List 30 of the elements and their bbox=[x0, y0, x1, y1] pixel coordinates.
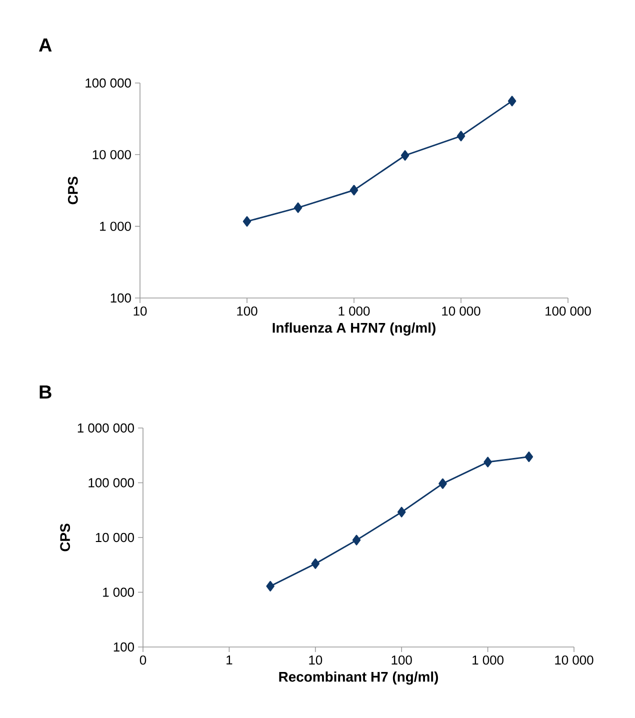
x-tick-label: 1 bbox=[226, 655, 232, 664]
y-axis-title: CPS bbox=[68, 176, 78, 204]
x-tick-label: 10 000 bbox=[442, 306, 480, 316]
y-tick-label: 100 000 bbox=[86, 78, 131, 88]
x-tick-label: 0 bbox=[140, 655, 146, 665]
chart-title: B bbox=[40, 385, 52, 398]
x-tick-label: 10 bbox=[309, 655, 322, 665]
x-axis-title: Influenza A H7N7 (ng/ml) bbox=[272, 322, 436, 336]
y-tick-label: 1 000 bbox=[103, 588, 134, 597]
x-tick-label: 10 000 bbox=[555, 655, 594, 665]
y-axis-title: CPS bbox=[60, 524, 70, 552]
x-tick-label: 1 000 bbox=[338, 306, 370, 316]
point bbox=[508, 96, 516, 106]
x-tick-label: 10 bbox=[134, 306, 147, 316]
y-tick-label: 1 000 bbox=[100, 222, 131, 231]
x-tick-label: 1 000 bbox=[472, 655, 504, 665]
y-tick-label: 100 bbox=[114, 642, 134, 652]
y-tick-label: 10 000 bbox=[96, 532, 134, 542]
x-axis-title: Recombinant H7 (ng/ml) bbox=[279, 672, 438, 685]
x-tick-label: 100 bbox=[237, 306, 258, 316]
y-tick-label: 100 bbox=[110, 293, 131, 303]
x-tick-label: 100 bbox=[392, 655, 412, 665]
x-tick-label: 100 000 bbox=[546, 306, 591, 316]
point bbox=[350, 184, 358, 196]
point bbox=[400, 150, 410, 161]
point bbox=[242, 216, 252, 227]
chart-title: A bbox=[38, 38, 52, 52]
y-tick-label: 1 000 000 bbox=[78, 423, 134, 433]
y-tick-label: 10 000 bbox=[92, 150, 131, 160]
y-tick-label: 100 000 bbox=[88, 478, 134, 488]
